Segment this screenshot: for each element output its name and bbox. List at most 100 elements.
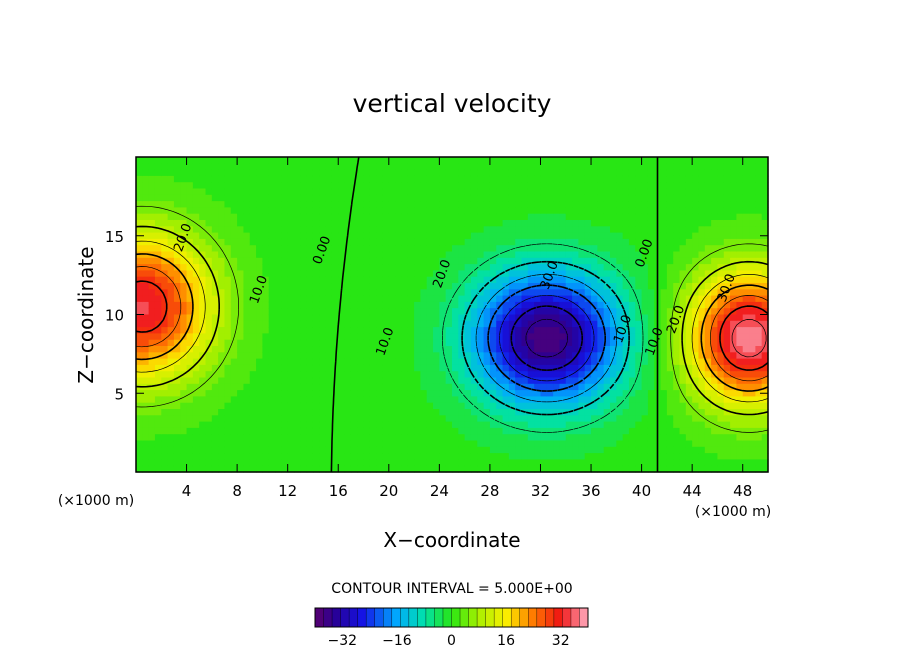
field-cell — [186, 194, 194, 202]
field-cell — [148, 283, 156, 290]
field-cell — [211, 465, 219, 473]
field-cell — [300, 226, 308, 234]
field-cell — [458, 446, 466, 454]
field-cell — [388, 383, 396, 391]
field-cell — [660, 251, 668, 259]
field-cell — [148, 358, 156, 366]
field-cell — [205, 213, 213, 221]
field-cell — [527, 276, 535, 284]
field-cell — [666, 383, 674, 391]
field-cell — [711, 207, 719, 215]
field-cell — [287, 421, 295, 429]
field-cell — [363, 453, 371, 460]
field-cell — [218, 339, 226, 347]
field-cell — [300, 352, 308, 360]
field-cell — [610, 301, 617, 309]
field-cell — [142, 182, 150, 190]
field-cell — [597, 421, 605, 429]
field-cell — [565, 396, 573, 404]
field-cell — [477, 346, 485, 353]
field-cell — [161, 295, 169, 303]
field-cell — [559, 314, 567, 322]
field-cell — [692, 402, 700, 410]
field-cell — [357, 157, 365, 164]
field-cell — [357, 276, 365, 284]
field-cell — [647, 188, 655, 196]
field-cell — [749, 188, 756, 196]
field-cell — [414, 169, 421, 177]
field-cell — [635, 276, 643, 284]
field-cell — [319, 339, 327, 347]
field-cell — [388, 175, 396, 183]
field-cell — [142, 157, 150, 164]
field-cell — [616, 352, 624, 360]
field-cell — [717, 207, 725, 215]
field-cell — [685, 301, 693, 309]
field-cell — [426, 201, 434, 208]
field-cell — [338, 314, 346, 322]
field-cell — [395, 339, 403, 347]
field-cell — [464, 283, 472, 290]
field-cell — [489, 327, 497, 334]
field-cell — [616, 213, 624, 221]
field-cell — [515, 402, 523, 410]
field-cell — [736, 320, 744, 328]
field-cell — [331, 415, 339, 423]
field-cell — [679, 301, 687, 309]
field-cell — [527, 453, 535, 460]
field-cell — [458, 459, 466, 467]
field-cell — [534, 371, 542, 379]
field-cell — [641, 220, 649, 227]
field-cell — [477, 289, 485, 297]
field-cell — [622, 213, 630, 221]
field-cell — [382, 320, 390, 328]
field-cell — [161, 333, 169, 341]
field-cell — [256, 238, 263, 246]
field-cell — [230, 251, 238, 259]
field-cell — [483, 421, 491, 429]
field-cell — [565, 440, 573, 448]
field-cell — [749, 459, 756, 467]
field-cell — [376, 182, 384, 190]
field-cell — [395, 427, 403, 435]
field-cell — [717, 415, 725, 423]
field-cell — [294, 390, 301, 397]
field-cell — [508, 251, 516, 259]
field-cell — [338, 308, 346, 316]
field-cell — [534, 377, 542, 385]
field-cell — [458, 182, 466, 190]
field-cell — [749, 213, 756, 221]
field-cell — [401, 295, 409, 303]
field-cell — [287, 194, 295, 202]
field-cell — [224, 427, 232, 435]
field-cell — [704, 390, 712, 397]
field-cell — [572, 453, 579, 460]
field-cell — [136, 289, 143, 297]
field-cell — [458, 232, 466, 240]
field-cell — [433, 245, 440, 253]
field-cell — [635, 314, 643, 322]
field-cell — [199, 409, 207, 416]
field-cell — [660, 283, 668, 290]
field-cell — [477, 364, 485, 372]
field-cell — [610, 169, 617, 177]
field-cell — [420, 409, 428, 416]
field-cell — [742, 415, 750, 423]
field-cell — [761, 163, 769, 171]
field-cell — [262, 465, 270, 473]
field-cell — [350, 459, 358, 467]
field-cell — [692, 245, 700, 253]
field-cell — [338, 226, 346, 234]
field-cell — [578, 194, 586, 202]
field-cell — [470, 346, 478, 353]
field-cell — [553, 257, 561, 265]
field-cell — [199, 289, 207, 297]
field-cell — [591, 371, 598, 379]
field-cell — [666, 465, 674, 473]
field-cell — [578, 232, 586, 240]
field-cell — [338, 346, 346, 353]
field-cell — [439, 232, 447, 240]
field-cell — [673, 169, 681, 177]
field-cell — [312, 289, 320, 297]
field-cell — [338, 207, 346, 215]
